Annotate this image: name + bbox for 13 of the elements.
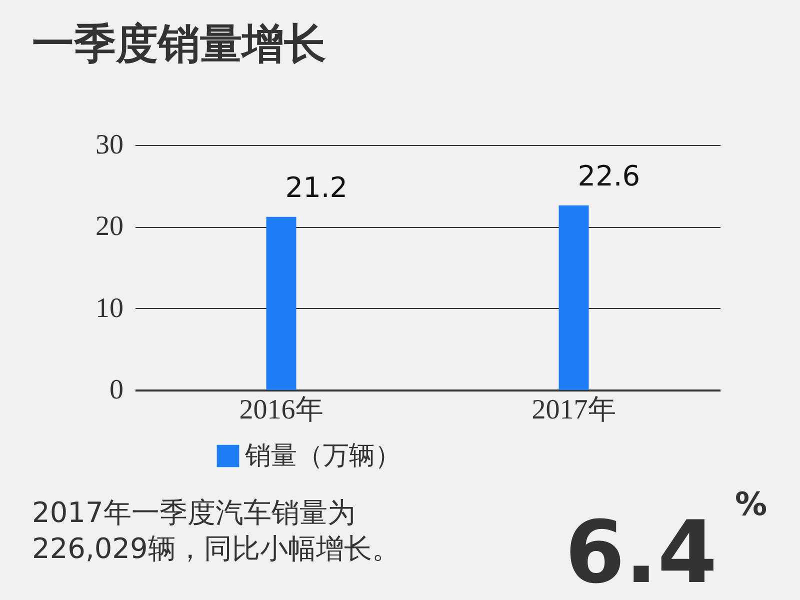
text: %	[735, 485, 768, 523]
x-tick-label: 2016年	[239, 394, 324, 426]
y-tick-label: 20	[96, 211, 124, 242]
legend-label: 销量（万辆）	[244, 441, 401, 471]
x-tick-label: 2017年	[532, 394, 616, 426]
data-label: 22.6	[578, 159, 640, 192]
chart-title: 一季度销量增长	[32, 19, 326, 68]
text: 6.4	[565, 503, 718, 600]
y-tick-label: 30	[96, 130, 124, 160]
text: 2017年一季度汽车销量为 226,029辆，同比小幅增长。	[32, 496, 400, 565]
data-label: 21.2	[285, 170, 348, 204]
y-tick-label: 10	[96, 292, 124, 324]
y-tick-label: 0	[110, 374, 124, 406]
